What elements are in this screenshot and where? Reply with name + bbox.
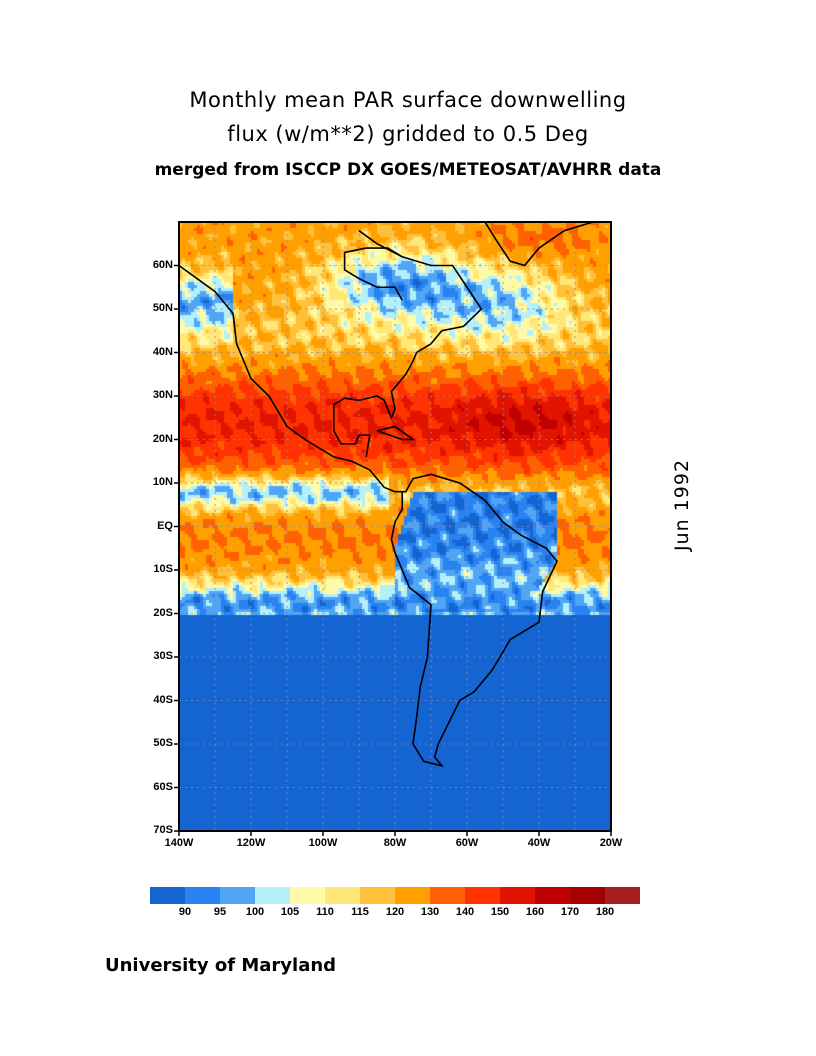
title-line-1: Monthly mean PAR surface downwelling <box>189 88 627 112</box>
lon-tick-label: 80W <box>383 837 407 849</box>
colorbar-label: 150 <box>490 906 510 918</box>
lat-tick-label: 10S <box>153 563 173 575</box>
colorbar <box>150 887 640 904</box>
colorbar-swatch <box>500 887 535 904</box>
coastline <box>343 247 403 301</box>
colorbar-swatch <box>570 887 605 904</box>
colorbar-swatch <box>360 887 395 904</box>
lon-tick-label: 60W <box>455 837 479 849</box>
coastline <box>376 425 416 441</box>
colorbar-label: 170 <box>560 906 580 918</box>
colorbar-swatch <box>535 887 570 904</box>
lat-tick-label: 20S <box>153 606 173 619</box>
colorbar-swatch <box>150 887 185 904</box>
colorbar-label: 110 <box>316 906 334 918</box>
coastline <box>484 221 594 267</box>
colorbar-swatch <box>430 887 465 904</box>
map-overlay <box>174 221 612 836</box>
coastline <box>333 413 371 458</box>
lat-tick-label: 50N <box>152 302 173 314</box>
colorbar-swatch <box>395 887 430 904</box>
lat-tick-label: EQ <box>157 519 173 532</box>
lat-tick-label: 10N <box>152 476 173 488</box>
lat-tick-label: 40N <box>152 345 173 358</box>
lat-tick-label: 70S <box>153 824 173 836</box>
lat-tick-label: 40S <box>153 693 173 706</box>
date-label: Jun 1992 <box>671 458 693 552</box>
colorbar-label: 120 <box>385 906 405 918</box>
colorbar-label: 95 <box>213 906 227 918</box>
colorbar-label: 100 <box>245 906 265 918</box>
coastline <box>178 264 558 768</box>
lat-tick-label: 50S <box>153 737 173 749</box>
colorbar-swatch <box>220 887 255 904</box>
lon-tick-label: 140W <box>164 837 194 849</box>
colorbar-label: 160 <box>525 906 545 918</box>
lon-tick-label: 40W <box>527 837 551 849</box>
colorbar-swatch <box>185 887 220 904</box>
credit-label: University of Maryland <box>105 955 337 976</box>
colorbar-label: 105 <box>280 906 300 918</box>
coastline <box>333 230 483 420</box>
colorbar-swatch <box>465 887 500 904</box>
colorbar-swatch <box>605 887 640 904</box>
colorbar-label: 140 <box>455 906 475 918</box>
colorbar-swatch <box>255 887 290 904</box>
lon-tick-label: 100W <box>308 837 338 849</box>
lat-tick-label: 60N <box>152 258 173 271</box>
lat-tick-label: 60S <box>153 780 173 793</box>
lat-tick-label: 30S <box>153 650 173 662</box>
lon-tick-label: 120W <box>236 837 266 849</box>
colorbar-label: 130 <box>420 906 440 918</box>
lat-tick-label: 20N <box>152 432 173 445</box>
subtitle: merged from ISCCP DX GOES/METEOSAT/AVHRR… <box>154 160 662 180</box>
map-panel <box>174 221 612 836</box>
colorbar-label: 180 <box>595 906 615 918</box>
colorbar-swatch <box>290 887 325 904</box>
colorbar-label: 90 <box>178 906 192 918</box>
colorbar-label: 115 <box>351 906 369 918</box>
lon-tick-label: 20W <box>599 837 623 849</box>
title-line-2: flux (w/m**2) gridded to 0.5 Deg <box>227 122 589 146</box>
lat-tick-label: 30N <box>152 389 173 401</box>
colorbar-swatch <box>325 887 360 904</box>
